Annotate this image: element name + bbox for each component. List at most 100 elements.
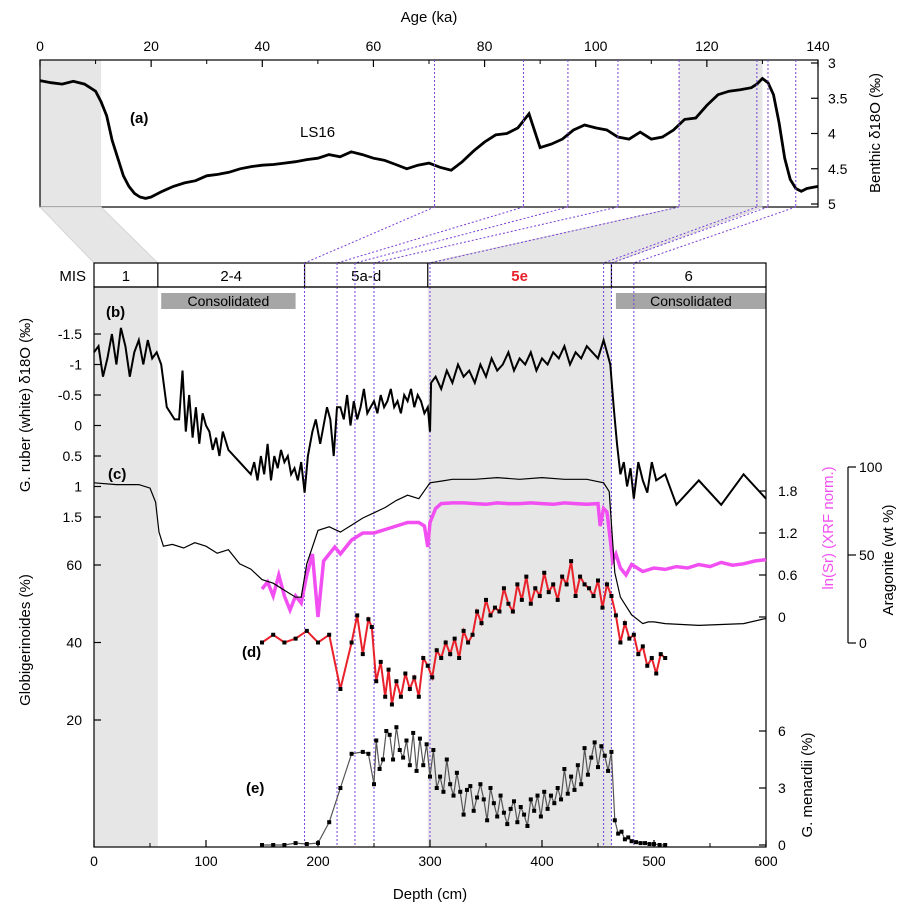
- globigerinoides-point: [618, 640, 623, 645]
- globigerinoides-point: [484, 597, 488, 602]
- menardii-point: [512, 799, 516, 804]
- menardii-point: [585, 772, 590, 777]
- age-depth-connector: [39, 206, 159, 264]
- menardii-point: [508, 806, 513, 811]
- globigerinoides-point: [398, 694, 403, 699]
- menardii-point: [538, 814, 543, 819]
- globigerinoides-point: [316, 640, 320, 645]
- menardii-point: [663, 843, 668, 847]
- menardii-point: [401, 755, 406, 760]
- mis-stage-label: 5a-d: [351, 268, 381, 285]
- ruber-tick-label: 1: [74, 479, 82, 495]
- menardii-point: [434, 786, 439, 790]
- menardii-point: [438, 774, 443, 779]
- menardii-point: [491, 801, 496, 806]
- depth-tick-label: 100: [194, 853, 218, 869]
- aragonite-tick-label: 100: [859, 459, 883, 475]
- globigerinoides-point: [271, 632, 276, 637]
- globigerinoides-point: [355, 613, 360, 618]
- menardii-point: [338, 786, 343, 790]
- menardii-point: [495, 814, 500, 819]
- panel-b-letter: (b): [106, 304, 125, 321]
- menardii-point: [498, 793, 503, 798]
- globigerinoides-point: [338, 687, 343, 691]
- menardii-point: [572, 787, 577, 792]
- menardii-point: [293, 841, 298, 846]
- globigerinoides-point: [604, 582, 609, 587]
- menardii-point: [575, 763, 580, 768]
- menardii-point: [518, 805, 523, 809]
- menardii-point: [652, 842, 656, 847]
- sr-tick-label: 1.2: [778, 525, 798, 541]
- menardii-point: [374, 738, 379, 743]
- sr-tick-label: 1.8: [778, 483, 798, 499]
- panel-a: Age (ka) 0 20 40 60 80 100 120 140 3 3.5 4 4.5 5 Be…: [36, 9, 884, 212]
- menardii-point: [515, 820, 520, 825]
- globigerinoides-point: [501, 586, 506, 591]
- globigerinoides-point: [475, 609, 480, 614]
- menardii-point: [304, 842, 309, 847]
- globigerinoides-point: [649, 656, 654, 660]
- panel-d-letter: (d): [242, 644, 261, 661]
- globigerinoides-point: [383, 694, 388, 699]
- depth-tick-label: 600: [754, 853, 778, 869]
- consolidated-label: Consolidated: [650, 293, 732, 309]
- mis-stage-label: 2-4: [220, 268, 242, 285]
- menardii-point: [384, 729, 389, 733]
- age-tick-label: 80: [477, 38, 493, 54]
- depth-tick-label: 500: [642, 853, 666, 869]
- menardii-point: [448, 782, 453, 787]
- globigerinoides-point: [627, 636, 632, 641]
- globigerinoides-point: [524, 574, 529, 579]
- globigerinoides-point: [349, 640, 354, 645]
- globigerinoides-point: [443, 640, 448, 645]
- menardii-point: [559, 797, 564, 802]
- menardii-point: [622, 837, 627, 842]
- globigerinoides-point: [439, 656, 444, 660]
- globigerinoides-point: [430, 675, 435, 680]
- ruber-tick-label: -1: [70, 357, 83, 373]
- menardii-point: [360, 749, 365, 754]
- globigerinoides-point: [386, 667, 391, 672]
- menardii-point: [461, 812, 466, 817]
- globigerinoides-point: [434, 648, 439, 653]
- menardii-point: [421, 763, 426, 768]
- age-depth-connector: [427, 206, 763, 264]
- panel-c-letter: (c): [108, 466, 126, 483]
- depth-shaded-interval: [94, 287, 158, 847]
- age-axis-title: Age (ka): [401, 9, 458, 26]
- globigerinoides-point: [569, 559, 574, 564]
- menardii-point: [589, 755, 594, 760]
- menardii-point: [596, 765, 600, 770]
- globigerinoides-point: [613, 613, 618, 618]
- globigerinoides-point: [282, 640, 287, 645]
- aragonite-series: [93, 476, 767, 627]
- menardii-point: [602, 753, 607, 758]
- globigerinoides-point: [327, 632, 332, 637]
- menardii-point: [548, 793, 553, 798]
- menardii-point: [404, 738, 409, 743]
- consolidated-bar: [161, 293, 296, 309]
- menardii-tick-label: 6: [778, 723, 786, 739]
- globigerinoides-point: [645, 663, 650, 668]
- menardii-tick-label: 3: [778, 780, 786, 796]
- menardii-point: [387, 732, 392, 737]
- menardii-point: [609, 749, 614, 754]
- globigerinoides-point: [609, 594, 614, 598]
- globigerinoides-point: [369, 625, 374, 629]
- menardii-point: [271, 843, 276, 847]
- menardii-point: [394, 725, 399, 730]
- age-tick-label: 60: [366, 38, 382, 54]
- globigerinoides-point: [412, 675, 417, 680]
- menardii-point: [626, 835, 631, 840]
- globigerinoides-point: [596, 578, 600, 583]
- menardii-point: [634, 840, 639, 845]
- ruber-tick-label: -1.5: [58, 326, 82, 342]
- mis-stage-label: 1: [122, 268, 130, 285]
- globigerinoides-point: [591, 594, 596, 598]
- ruber-d18o-series: [93, 327, 767, 507]
- menardii-point: [562, 767, 567, 771]
- panel-a-letter: (a): [130, 110, 148, 127]
- menardii-point: [431, 748, 436, 752]
- globigerinoides-point: [492, 605, 497, 610]
